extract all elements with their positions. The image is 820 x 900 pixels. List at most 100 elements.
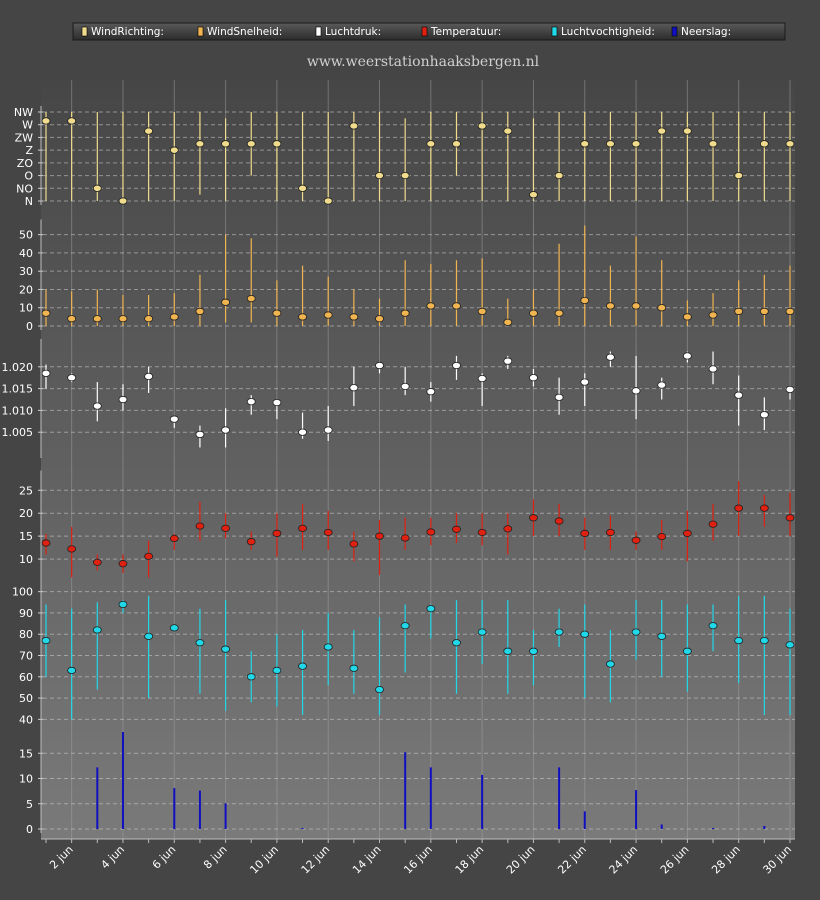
legend-label: Luchtvochtigheid:: [561, 26, 655, 38]
data-point: [169, 415, 179, 423]
data-point: [452, 140, 461, 148]
data-point: [118, 395, 128, 404]
data-point: [657, 381, 667, 389]
data-point: [400, 382, 410, 391]
data-point: [554, 628, 564, 636]
data-point: [323, 643, 333, 651]
data-point: [144, 632, 154, 640]
data-point: [298, 313, 307, 321]
data-point: [246, 538, 256, 546]
data-point: [195, 430, 205, 438]
data-point: [657, 532, 667, 541]
data-point: [272, 529, 282, 537]
data-point: [221, 140, 230, 148]
data-point: [195, 307, 205, 315]
data-point: [682, 352, 692, 360]
data-point: [246, 140, 256, 148]
y-tick-label: 10: [19, 773, 33, 786]
data-point: [195, 639, 205, 647]
y-tick-label: 10: [19, 553, 33, 566]
data-point: [606, 528, 615, 537]
y-tick-label: 30: [19, 265, 33, 278]
data-point: [452, 302, 461, 310]
data-point: [246, 398, 256, 406]
y-tick-label: Z: [25, 144, 33, 157]
y-tick-label: 70: [19, 650, 33, 663]
data-point: [529, 309, 538, 317]
data-point: [375, 361, 384, 370]
y-tick-label: NW: [14, 106, 33, 119]
data-point: [682, 127, 692, 135]
y-tick-label: W: [22, 119, 33, 132]
data-point: [349, 313, 359, 321]
data-point: [529, 514, 538, 522]
data-point: [554, 393, 564, 401]
plot-background: [41, 79, 795, 839]
y-tick-label: 40: [19, 713, 33, 726]
data-point: [41, 117, 51, 125]
data-point: [144, 552, 154, 560]
legend-swatch: [671, 26, 678, 37]
y-tick-label: 50: [19, 229, 33, 242]
data-point: [734, 391, 744, 399]
data-point: [657, 632, 667, 640]
data-point: [375, 532, 384, 540]
data-point: [272, 309, 282, 317]
data-point: [426, 388, 436, 396]
legend-label: WindSnelheid:: [207, 26, 282, 38]
data-point: [195, 140, 205, 148]
data-point: [323, 311, 333, 319]
y-tick-label: 20: [19, 507, 33, 520]
data-point: [452, 525, 461, 533]
data-point: [169, 624, 179, 632]
data-point: [400, 309, 410, 317]
y-tick-label: 90: [19, 607, 33, 620]
data-point: [708, 622, 718, 630]
data-point: [631, 302, 641, 310]
panel-windsnelheid: 0 10 20 30 40 50: [19, 219, 795, 333]
data-point: [41, 309, 51, 317]
data-point: [477, 307, 487, 315]
data-point: [169, 534, 179, 543]
data-point: [580, 140, 590, 148]
data-point: [400, 171, 410, 180]
data-point: [606, 302, 615, 310]
data-point: [734, 504, 744, 512]
y-tick-label: 10: [19, 302, 33, 315]
legend-swatch: [81, 26, 88, 37]
data-point: [375, 171, 384, 180]
data-point: [349, 664, 359, 672]
data-point: [298, 428, 307, 436]
data-point: [375, 315, 384, 323]
data-point: [785, 641, 795, 649]
data-point: [118, 560, 128, 568]
data-point: [580, 529, 590, 537]
data-point: [529, 374, 538, 382]
data-point: [221, 645, 230, 653]
data-point: [580, 378, 590, 386]
data-point: [41, 539, 51, 547]
data-point: [92, 184, 102, 192]
data-point: [708, 311, 718, 319]
data-point: [631, 140, 641, 148]
legend-swatch: [551, 26, 558, 37]
y-tick-label: 40: [19, 247, 33, 260]
legend-swatch: [197, 26, 204, 37]
data-point: [144, 315, 154, 323]
data-point: [529, 647, 538, 655]
data-point: [708, 140, 718, 148]
y-tick-label: 1.005: [2, 426, 34, 439]
data-point: [323, 197, 333, 205]
data-point: [323, 426, 333, 434]
data-point: [92, 626, 102, 634]
data-point: [580, 296, 590, 305]
y-tick-label: 5: [26, 798, 33, 811]
data-point: [298, 184, 307, 192]
data-point: [67, 117, 77, 125]
y-tick-label: 0: [26, 320, 33, 333]
y-tick-label: 0: [26, 823, 33, 836]
data-point: [657, 127, 667, 135]
data-point: [606, 660, 615, 668]
y-tick-label: ZW: [15, 131, 34, 144]
